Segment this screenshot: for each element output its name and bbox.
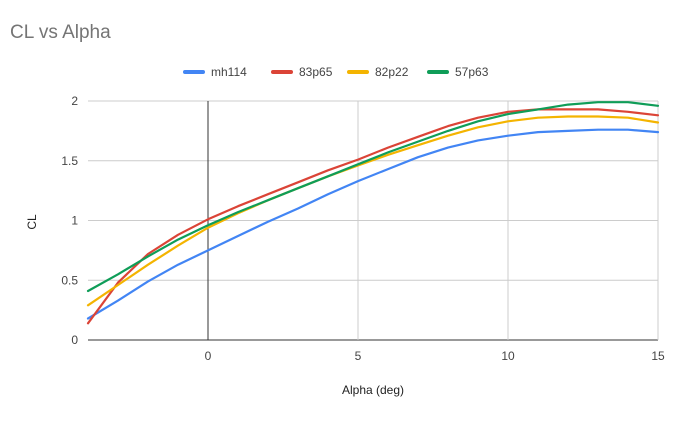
chart-title: CL vs Alpha xyxy=(10,22,111,43)
legend-label-82p22: 82p22 xyxy=(375,65,409,79)
tick-labels: 0 0.5 1 1.5 2 0 5 10 15 xyxy=(61,94,665,363)
grid xyxy=(88,100,659,341)
series-line-83p65 xyxy=(86,108,660,325)
series-line-82p22 xyxy=(86,115,660,307)
series-line-57p63 xyxy=(86,101,660,293)
x-axis-title: Alpha (deg) xyxy=(342,383,404,397)
y-tick-label: 0 xyxy=(71,333,78,347)
series-line-mh114 xyxy=(86,128,660,320)
legend-label-57p63: 57p63 xyxy=(455,65,489,79)
x-tick-label: 0 xyxy=(205,349,212,363)
legend: mh114 83p65 82p22 57p63 xyxy=(183,65,489,79)
y-tick-label: 1 xyxy=(71,214,78,228)
legend-label-83p65: 83p65 xyxy=(299,65,333,79)
y-tick-label: 2 xyxy=(71,94,78,108)
y-tick-label: 0.5 xyxy=(61,273,78,287)
series-lines xyxy=(86,101,660,325)
x-tick-label: 10 xyxy=(501,349,515,363)
y-axis-title: CL xyxy=(25,214,39,230)
legend-label-mh114: mh114 xyxy=(211,65,247,79)
x-tick-label: 5 xyxy=(355,349,362,363)
x-tick-label: 15 xyxy=(651,349,665,363)
y-tick-label: 1.5 xyxy=(61,154,78,168)
